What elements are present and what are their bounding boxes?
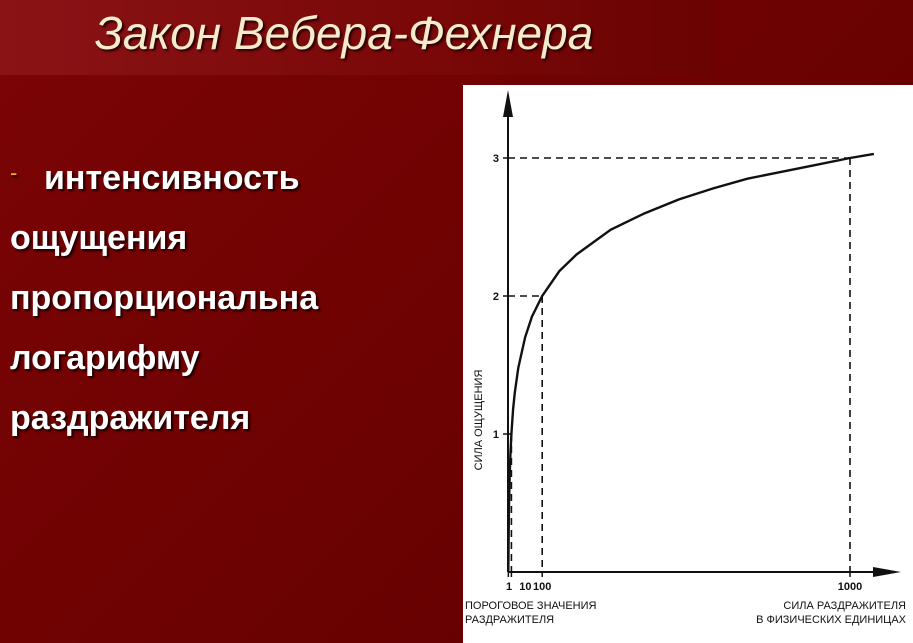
- slide-title: Закон Вебера-Фехнера: [94, 7, 594, 59]
- x-caption-line2: В ФИЗИЧЕСКИХ ЕДИНИЦАХ: [756, 614, 907, 626]
- x-caption-line1: СИЛА РАЗДРАЖИТЕЛЯ: [783, 600, 906, 612]
- y-tick-label-2: 2: [493, 291, 499, 303]
- weber-fechner-chart: 1 2 3 1 10 100 1000 СИЛА ОЩУЩЕНИЯ ПОРОГОВОЕ З…: [465, 90, 907, 626]
- y-axis-label: СИЛА ОЩУЩЕНИЯ: [473, 370, 485, 471]
- bullet-text: - интенсивность ощущения пропорциональна …: [10, 148, 460, 448]
- y-axis-arrow: [503, 90, 513, 117]
- threshold-note-line1: ПОРОГОВОЕ ЗНАЧЕНИЯ: [465, 600, 597, 612]
- x-tick-label-1: 1: [506, 581, 512, 593]
- bullet-line-3: пропорциональна: [10, 279, 319, 317]
- bullet-line-1: - интенсивность: [10, 148, 460, 208]
- title-band: [0, 0, 712, 75]
- bullet-line-5: раздражителя: [10, 399, 251, 437]
- x-axis-arrow: [873, 567, 901, 577]
- bullet-text-1: интенсивность: [44, 159, 300, 197]
- x-tick-label-2: 10: [519, 581, 531, 593]
- bullet-line-4: логарифму: [10, 339, 200, 377]
- chart-panel: 1 2 3 1 10 100 1000 СИЛА ОЩУЩЕНИЯ ПОРОГОВОЕ З…: [463, 85, 913, 643]
- y-tick-label-1: 1: [493, 429, 499, 441]
- threshold-note-line2: РАЗДРАЖИТЕЛЯ: [465, 614, 554, 626]
- bullet-marker: -: [10, 160, 18, 185]
- x-tick-label-4: 1000: [838, 581, 862, 593]
- bullet-line-2: ощущения: [10, 219, 188, 257]
- sensation-curve: [507, 152, 875, 573]
- y-tick-label-3: 3: [493, 153, 499, 165]
- x-tick-label-3: 100: [533, 581, 551, 593]
